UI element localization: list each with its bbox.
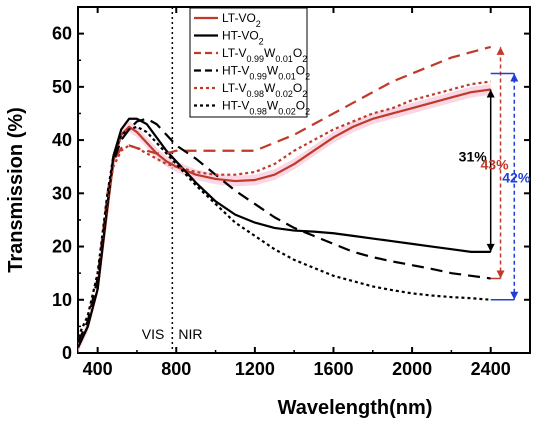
legend-entry-1: LT-VO2	[222, 11, 261, 29]
x-axis-label: Wavelength(nm)	[278, 397, 433, 419]
y-tick-label: 20	[52, 237, 72, 257]
annotation-arrowhead-bottom-1	[486, 243, 495, 252]
series-line-3	[77, 45, 491, 343]
annotation-arrowhead-bottom-3	[510, 291, 519, 300]
annotation-arrowhead-top-3	[510, 73, 519, 82]
x-tick-label: 400	[83, 359, 113, 379]
nir-label: NIR	[178, 326, 202, 342]
annotation-arrowhead-top-1	[486, 89, 495, 98]
series-line-6	[77, 125, 491, 338]
x-tick-label: 1200	[235, 359, 275, 379]
y-tick-label: 60	[52, 24, 72, 44]
series-line-4	[77, 117, 491, 343]
annotation-arrowhead-bottom-2	[496, 270, 505, 279]
x-tick-label: 2400	[471, 359, 511, 379]
x-tick-label: 2000	[392, 359, 432, 379]
legend-entry-5: LT-V0.98W0.02O2	[222, 81, 307, 99]
annotation-arrowhead-top-2	[496, 46, 505, 55]
annotation-label-1: 31%	[459, 148, 488, 164]
y-tick-label: 50	[52, 77, 72, 97]
legend-entry-4: HT-V0.99W0.01O2	[222, 64, 310, 82]
plot-frame	[77, 6, 531, 354]
vis-label: VIS	[142, 326, 165, 342]
y-tick-label: 30	[52, 183, 72, 203]
legend-entry-2: HT-VO2	[222, 29, 264, 47]
y-tick-label: 40	[52, 130, 72, 150]
y-tick-label: 10	[52, 290, 72, 310]
y-axis-label: Transmission (%)	[5, 107, 27, 273]
annotation-label-3: 42%	[502, 170, 531, 186]
annotation-label-2: 43%	[481, 156, 510, 172]
plot-area: 400 800 1200 1600 2000 2400 0 10 20 30 40 50 60 VIS NI…	[52, 6, 531, 379]
legend-entry-6: HT-V0.98W0.02O2	[222, 99, 310, 117]
y-tick-label: 0	[62, 343, 72, 363]
legend-entry-3: LT-V0.99W0.01O2	[222, 46, 307, 64]
legend-box	[189, 7, 308, 118]
x-tick-label: 1600	[313, 359, 353, 379]
x-tick-label: 800	[161, 359, 191, 379]
